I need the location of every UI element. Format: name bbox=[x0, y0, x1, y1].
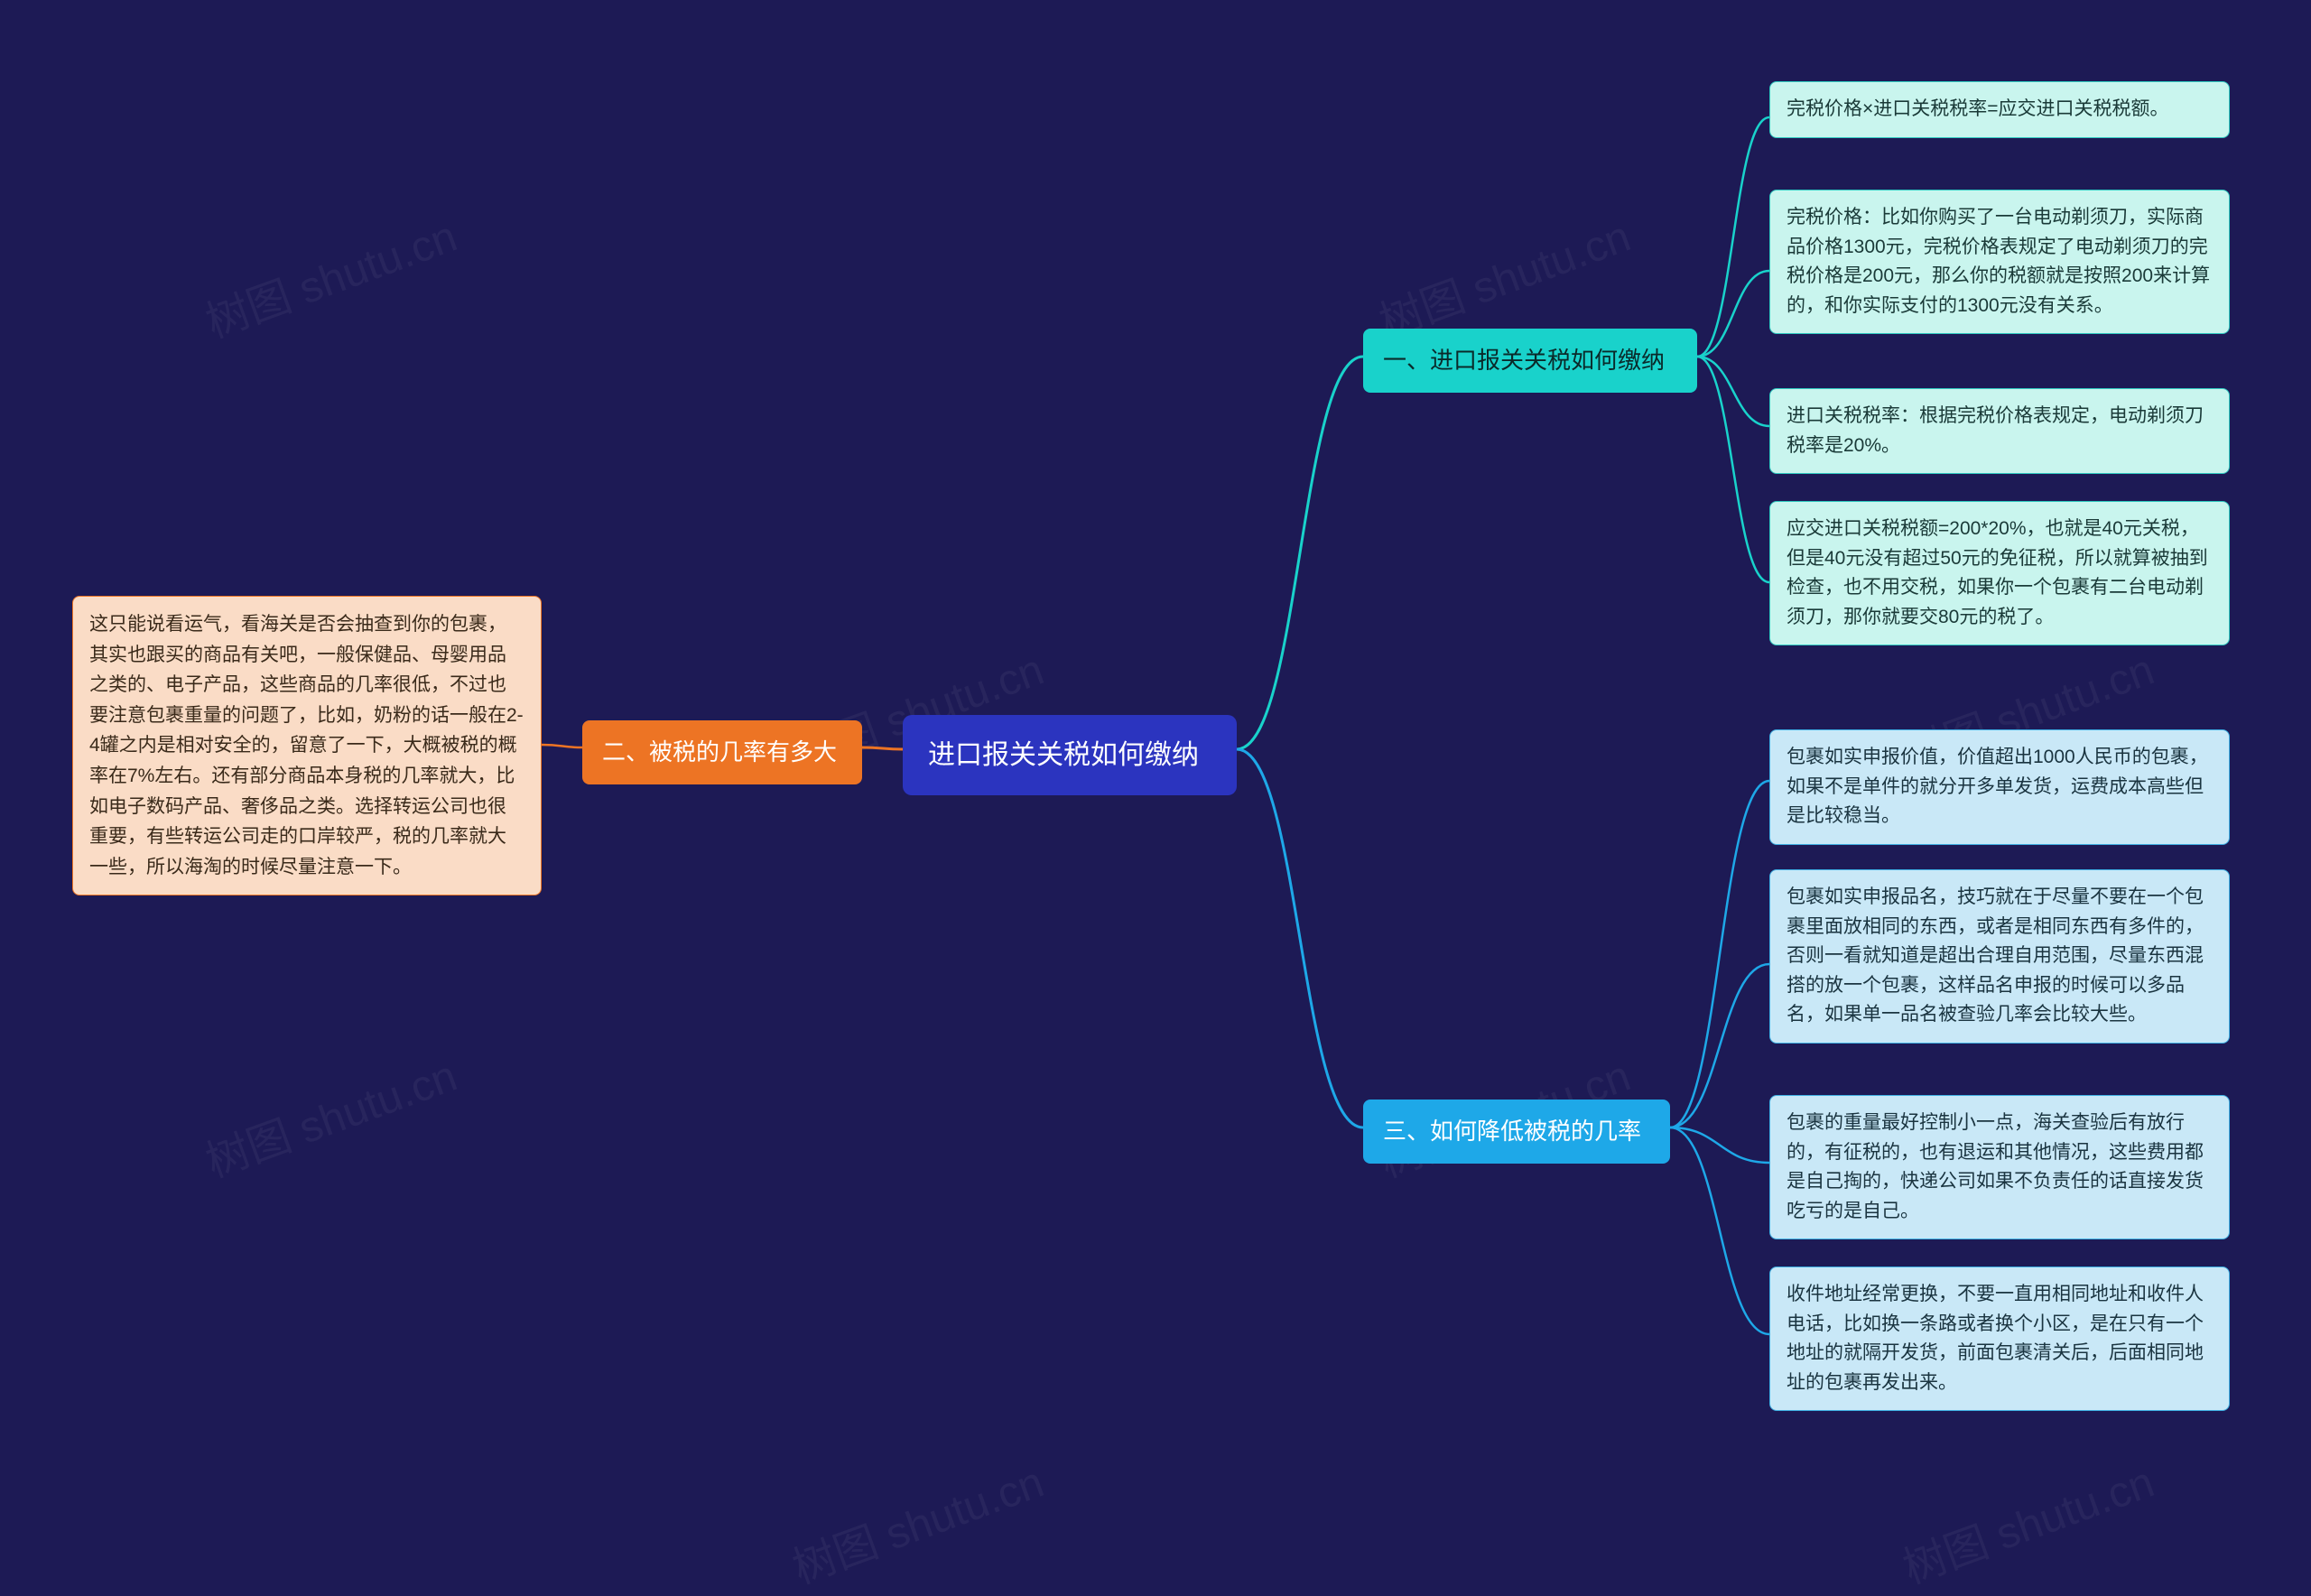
leaf-b3-0[interactable]: 包裹如实申报价值，价值超出1000人民币的包裹，如果不是单件的就分开多单发货，运… bbox=[1769, 729, 2230, 845]
branch-tax-probability[interactable]: 二、被税的几率有多大 bbox=[582, 720, 862, 784]
watermark: 树图 shutu.cn bbox=[196, 200, 464, 349]
watermark: 树图 shutu.cn bbox=[196, 1040, 464, 1189]
watermark: 树图 shutu.cn bbox=[783, 1446, 1051, 1595]
leaf-b1-2[interactable]: 进口关税税率：根据完税价格表规定，电动剃须刀税率是20%。 bbox=[1769, 388, 2230, 474]
mindmap-root[interactable]: 进口报关关税如何缴纳 bbox=[903, 715, 1237, 795]
watermark: 树图 shutu.cn bbox=[1369, 200, 1638, 349]
branch-how-to-pay[interactable]: 一、进口报关关税如何缴纳 bbox=[1363, 329, 1697, 393]
leaf-b3-3[interactable]: 收件地址经常更换，不要一直用相同地址和收件人电话，比如换一条路或者换个小区，是在… bbox=[1769, 1267, 2230, 1411]
leaf-b2-0[interactable]: 这只能说看运气，看海关是否会抽查到你的包裹，其实也跟买的商品有关吧，一般保健品、… bbox=[72, 596, 542, 895]
leaf-b3-2[interactable]: 包裹的重量最好控制小一点，海关查验后有放行的，有征税的，也有退运和其他情况，这些… bbox=[1769, 1095, 2230, 1239]
watermark: 树图 shutu.cn bbox=[1893, 1446, 2161, 1595]
leaf-b3-1[interactable]: 包裹如实申报品名，技巧就在于尽量不要在一个包裹里面放相同的东西，或者是相同东西有… bbox=[1769, 869, 2230, 1044]
leaf-b1-1[interactable]: 完税价格：比如你购买了一台电动剃须刀，实际商品价格1300元，完税价格表规定了电… bbox=[1769, 190, 2230, 334]
leaf-b1-3[interactable]: 应交进口关税税额=200*20%，也就是40元关税，但是40元没有超过50元的免… bbox=[1769, 501, 2230, 645]
leaf-b1-0[interactable]: 完税价格×进口关税税率=应交进口关税税额。 bbox=[1769, 81, 2230, 138]
branch-reduce-tax[interactable]: 三、如何降低被税的几率 bbox=[1363, 1100, 1670, 1164]
